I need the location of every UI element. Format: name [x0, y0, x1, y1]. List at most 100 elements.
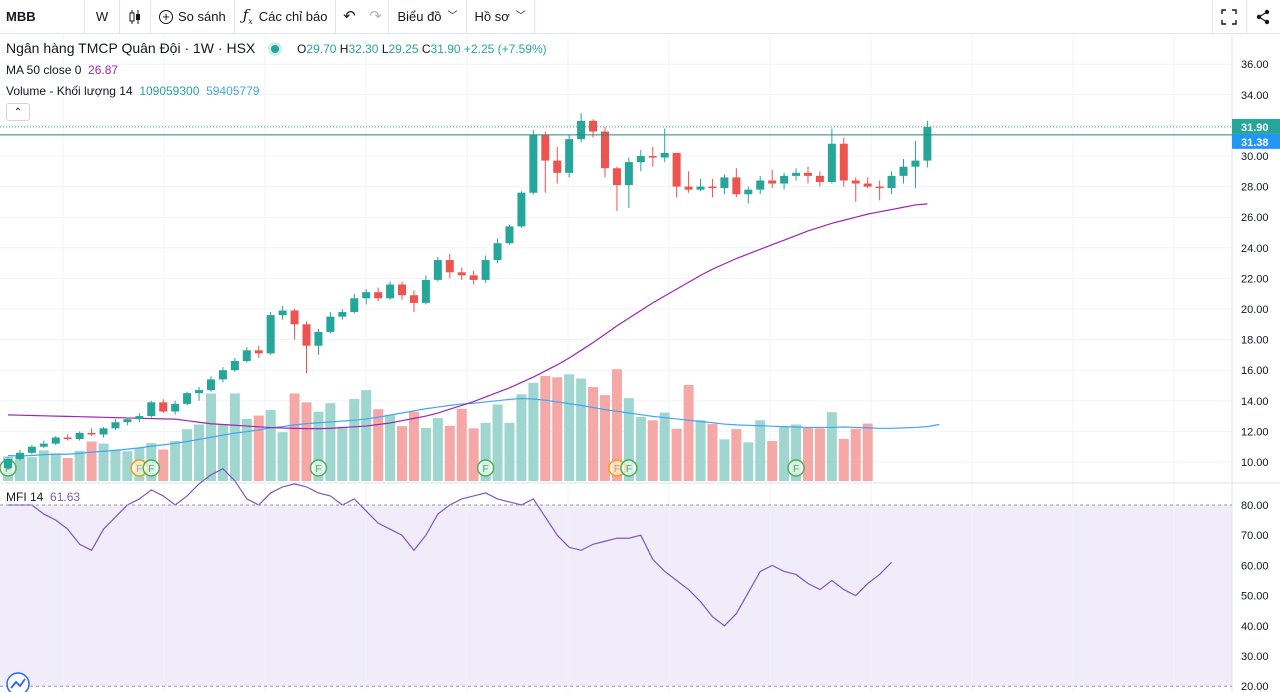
price-tick-label: 24.00 — [1241, 243, 1269, 255]
undo-icon: ↶ — [343, 8, 356, 25]
candle-body — [254, 350, 263, 354]
collapse-legend-button[interactable]: ⌃ — [6, 103, 30, 121]
candle-body — [147, 402, 156, 417]
candle-body — [565, 139, 574, 173]
top-toolbar: MBB W + So sánh ƒx Các chỉ báo ↶ ↷ Biểu … — [0, 0, 1280, 34]
candle-body — [732, 177, 741, 195]
candle-body — [409, 295, 418, 303]
volume-bar — [337, 426, 348, 481]
volume-bar — [695, 420, 706, 481]
price-tick-label: 34.00 — [1241, 90, 1269, 102]
candle — [792, 168, 801, 181]
main-legend: Ngân hàng TMCP Quân Đội · 1W · HSX O29.7… — [6, 40, 547, 56]
volume-legend[interactable]: Volume - Khối lượng 14 109059300 5940577… — [6, 84, 259, 98]
volume-bar — [659, 412, 670, 481]
candle — [254, 345, 263, 358]
candle — [147, 400, 156, 418]
candle-body — [660, 152, 669, 158]
volume-bar — [122, 451, 133, 481]
candle — [362, 289, 371, 305]
volume-bar — [480, 422, 491, 481]
high-value: 32.30 — [348, 42, 379, 56]
candle-body — [350, 298, 359, 313]
mfi-tick-label: 80.00 — [1241, 500, 1269, 512]
compare-label: So sánh — [178, 9, 226, 24]
toolbar-divider — [533, 0, 535, 34]
candle — [123, 417, 132, 426]
mfi-band — [0, 505, 1232, 687]
volume-bar — [862, 423, 873, 481]
candle — [230, 357, 239, 372]
candle-body — [744, 189, 753, 195]
candle — [63, 434, 72, 441]
candle — [27, 445, 36, 455]
ma50-line — [7, 203, 928, 430]
volume-bar — [408, 411, 419, 481]
volume-bar — [385, 414, 396, 481]
candle-style-button[interactable] — [120, 0, 150, 34]
candle — [218, 367, 227, 383]
candle-body — [517, 192, 526, 227]
candle-body — [911, 160, 920, 167]
volume-bar — [289, 393, 300, 481]
logo-circle — [6, 672, 30, 692]
volume-bar — [182, 429, 193, 481]
volume-bar — [588, 387, 599, 481]
volume-bar — [468, 428, 479, 481]
volume-bar — [325, 403, 336, 481]
candle-body — [445, 260, 454, 273]
profile-menu[interactable]: Hồ sơ ﹀ — [467, 0, 534, 34]
indicators-button[interactable]: ƒx Các chỉ báo — [235, 0, 336, 34]
volume-bar — [719, 439, 730, 481]
volume-bar — [170, 441, 181, 481]
candle — [923, 120, 932, 168]
candle — [39, 440, 48, 449]
event-marker-circle — [787, 459, 805, 477]
event-marker-label: F — [315, 464, 321, 475]
candle-body — [39, 443, 48, 447]
function-icon: ƒx — [242, 5, 253, 26]
compare-button[interactable]: + So sánh — [151, 0, 234, 34]
candle — [529, 129, 538, 195]
volume-bar — [850, 428, 861, 481]
volume-bar — [528, 382, 539, 481]
interval-button[interactable]: W — [95, 9, 109, 24]
candle-body — [815, 175, 824, 183]
candle-body — [887, 175, 896, 189]
event-marker: F — [620, 459, 638, 477]
candle-body — [827, 143, 836, 183]
redo-button[interactable]: ↷ — [362, 0, 388, 34]
ma-legend[interactable]: MA 50 close 0 26.87 — [6, 63, 118, 77]
volume-bar — [38, 450, 49, 481]
symbol-search[interactable]: MBB — [6, 9, 36, 24]
chart-type-label: Biểu đồ — [397, 9, 442, 24]
event-marker: F — [142, 459, 161, 477]
tradingview-logo-icon — [6, 672, 30, 692]
event-marker-label: F — [626, 464, 632, 475]
fullscreen-button[interactable] — [1212, 0, 1245, 34]
candle-body — [195, 390, 204, 394]
candle — [4, 457, 12, 470]
volume-bar — [564, 374, 575, 481]
candle-body — [601, 131, 609, 169]
volume-bar — [432, 418, 443, 481]
candle-body — [386, 284, 395, 299]
chart-type-menu[interactable]: Biểu đồ ﹀ — [389, 0, 465, 34]
candle — [636, 149, 645, 172]
prev-price-badge-text: 31.38 — [1241, 137, 1269, 149]
candle — [99, 426, 108, 438]
volume-bar — [492, 404, 503, 481]
share-button[interactable] — [1246, 0, 1279, 34]
candle — [517, 191, 526, 228]
volume-bar — [361, 390, 372, 481]
mfi-tick-label: 20.00 — [1241, 681, 1269, 692]
candle — [302, 321, 311, 374]
mfi-legend[interactable]: MFI 14 61.63 — [6, 490, 80, 504]
price-tick-label: 22.00 — [1241, 273, 1269, 285]
candle — [839, 137, 848, 187]
price-tick-label: 12.00 — [1241, 426, 1269, 438]
toolbar-divider — [119, 0, 120, 34]
undo-button[interactable]: ↶ — [336, 0, 362, 34]
event-marker: F — [309, 459, 328, 477]
